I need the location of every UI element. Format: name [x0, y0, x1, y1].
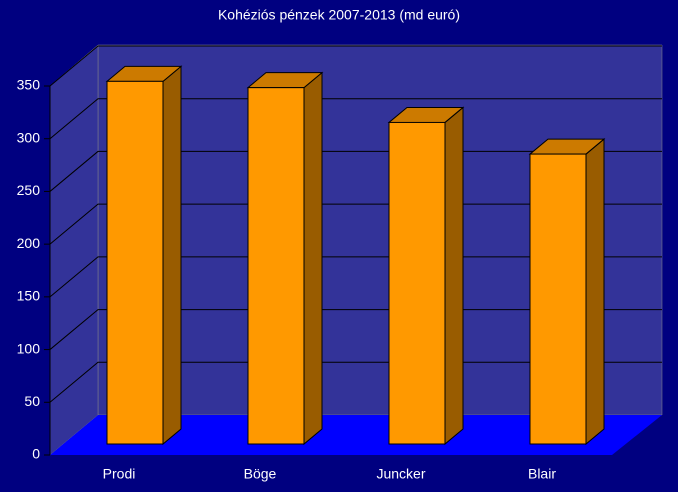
chart-title: Kohéziós pénzek 2007-2013 (md euró) [218, 7, 460, 23]
y-tick-label: 300 [17, 129, 41, 145]
x-tick-label: Böge [244, 466, 277, 482]
bar-side [444, 106, 464, 446]
grid-line [49, 45, 662, 87]
side-wall [49, 44, 99, 456]
y-tick-label: 150 [17, 288, 41, 304]
floor [50, 415, 662, 455]
bar [247, 87, 305, 445]
bar [106, 80, 164, 445]
bar-side [585, 138, 605, 446]
y-tick-label: 250 [17, 182, 41, 198]
grid-line [49, 256, 662, 298]
grid-line [49, 203, 662, 245]
y-tick-label: 200 [17, 235, 41, 251]
x-tick-label: Prodi [103, 466, 136, 482]
grid-line [49, 150, 662, 192]
bar [529, 153, 587, 445]
grid-line [49, 361, 662, 403]
y-tick-label: 0 [32, 446, 40, 462]
y-tick-label: 100 [17, 340, 41, 356]
x-tick-label: Juncker [376, 466, 425, 482]
x-tick-label: Blair [528, 466, 556, 482]
y-tick-label: 50 [24, 393, 40, 409]
bar-side [162, 65, 182, 446]
bar-side [303, 71, 323, 446]
y-tick-label: 350 [17, 77, 41, 93]
grid-line [49, 309, 662, 350]
bar [388, 121, 446, 445]
grid-line [49, 98, 662, 140]
